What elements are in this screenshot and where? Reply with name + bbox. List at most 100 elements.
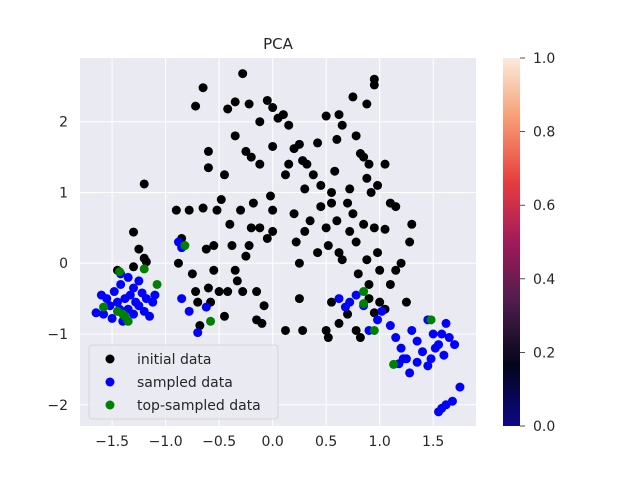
- point-initial: [280, 170, 290, 180]
- legend-marker-top-sampled: [105, 400, 115, 410]
- point-initial: [351, 237, 361, 247]
- point-initial: [266, 191, 276, 201]
- point-initial: [278, 110, 288, 120]
- point-sampled: [107, 313, 117, 323]
- point-sampled: [129, 309, 139, 319]
- point-initial: [316, 180, 326, 190]
- chart-title: PCA: [263, 35, 294, 53]
- point-initial: [284, 159, 294, 169]
- point-initial: [209, 241, 219, 251]
- point-initial: [351, 131, 361, 141]
- point-top-sampled: [180, 241, 190, 251]
- point-initial: [129, 262, 139, 272]
- point-sampled: [129, 283, 139, 293]
- point-initial: [191, 101, 201, 111]
- x-tick-label: −1.5: [95, 434, 129, 450]
- y-tick-label: 0: [59, 256, 68, 272]
- point-top-sampled: [115, 267, 125, 277]
- point-initial: [230, 97, 240, 107]
- point-initial: [203, 146, 213, 156]
- legend: initial data sampled data top-sampled da…: [88, 344, 279, 420]
- point-initial: [343, 198, 353, 208]
- x-tick-label: −0.5: [202, 434, 236, 450]
- x-tick-label: 0.5: [315, 434, 337, 450]
- point-initial: [330, 166, 340, 176]
- point-sampled: [193, 328, 203, 338]
- point-top-sampled: [152, 279, 162, 289]
- point-sampled: [417, 347, 427, 357]
- point-initial: [343, 309, 353, 319]
- point-initial: [232, 276, 242, 286]
- point-top-sampled: [206, 316, 216, 326]
- point-sampled: [450, 340, 460, 350]
- point-initial: [198, 83, 208, 93]
- point-initial: [171, 205, 181, 215]
- point-sampled: [430, 343, 440, 353]
- point-initial: [244, 99, 254, 109]
- point-initial: [212, 205, 222, 215]
- point-initial: [262, 233, 272, 243]
- point-initial: [369, 308, 379, 318]
- point-sampled: [434, 407, 444, 417]
- point-initial: [332, 134, 342, 144]
- point-initial: [173, 258, 183, 268]
- point-initial: [230, 265, 240, 275]
- point-sampled: [426, 354, 436, 364]
- point-initial: [321, 325, 331, 335]
- point-sampled: [437, 329, 447, 339]
- point-sampled: [112, 297, 122, 307]
- point-initial: [302, 159, 312, 169]
- point-initial: [373, 180, 383, 190]
- point-initial: [369, 80, 379, 90]
- point-sampled: [441, 318, 451, 328]
- point-initial: [255, 159, 265, 169]
- point-initial: [223, 287, 233, 297]
- point-initial: [191, 287, 201, 297]
- point-sampled: [391, 333, 401, 343]
- point-initial: [203, 163, 213, 173]
- point-initial: [139, 179, 149, 189]
- point-initial: [216, 195, 226, 205]
- point-initial: [223, 104, 233, 114]
- point-initial: [351, 325, 361, 335]
- point-initial: [359, 152, 369, 162]
- point-initial: [257, 318, 267, 328]
- point-initial: [284, 120, 294, 130]
- point-sampled: [102, 294, 112, 304]
- point-initial: [345, 184, 355, 194]
- point-initial: [323, 333, 333, 343]
- point-initial: [327, 297, 337, 307]
- point-initial: [241, 146, 251, 156]
- point-initial: [262, 95, 272, 105]
- point-initial: [203, 283, 213, 293]
- point-initial: [348, 209, 358, 219]
- point-sampled: [407, 325, 417, 335]
- point-initial: [294, 258, 304, 268]
- point-sampled: [184, 306, 194, 316]
- colorbar-tick-label: 0.8: [533, 125, 555, 141]
- legend-marker-sampled: [105, 377, 115, 387]
- point-initial: [337, 255, 347, 265]
- point-initial: [380, 224, 390, 234]
- point-initial: [227, 241, 237, 251]
- point-initial: [362, 173, 372, 183]
- point-initial: [313, 248, 323, 258]
- point-sampled: [385, 321, 395, 331]
- y-tick-label: −2: [47, 398, 68, 414]
- point-initial: [294, 139, 304, 149]
- point-initial: [391, 265, 401, 275]
- point-initial: [362, 99, 372, 109]
- point-initial: [300, 226, 310, 236]
- point-initial: [308, 170, 318, 180]
- point-initial: [385, 279, 395, 289]
- point-initial: [321, 223, 331, 233]
- point-sampled: [201, 302, 211, 312]
- x-tick-labels: −1.5 −1.0 −0.5 0.0 0.5 1.0 1.5: [95, 434, 444, 450]
- point-sampled: [123, 272, 133, 282]
- point-initial: [252, 287, 262, 297]
- point-top-sampled: [123, 316, 133, 326]
- point-initial: [280, 325, 290, 335]
- point-top-sampled: [369, 325, 379, 335]
- point-sampled: [345, 297, 355, 307]
